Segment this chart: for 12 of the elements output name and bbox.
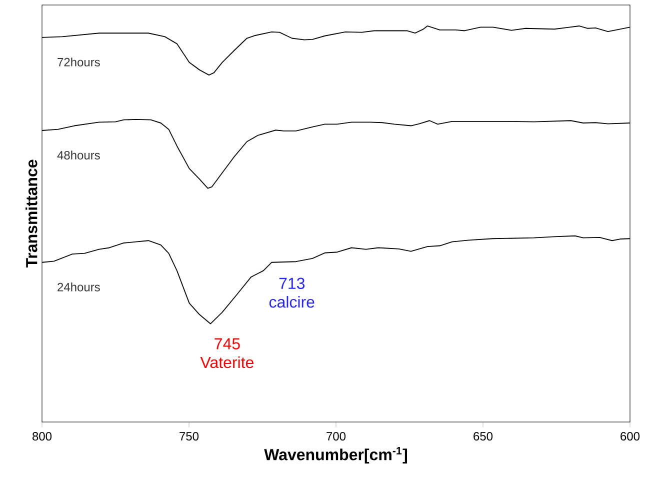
x-tick-label: 700 bbox=[326, 432, 346, 441]
x-tick-label: 600 bbox=[620, 432, 640, 441]
series-label: 72hours bbox=[58, 58, 100, 66]
annotation: 713 calcire bbox=[269, 278, 314, 308]
y-axis-title: Transmittance bbox=[26, 160, 38, 268]
series-label: 24hours bbox=[58, 282, 100, 292]
x-axis-title: Wavenumber[cm$^{-1}$] bbox=[264, 447, 407, 464]
x-tick-label: 800 bbox=[32, 432, 52, 441]
series-label: 48hours bbox=[57, 150, 100, 160]
x-tick-label: 650 bbox=[474, 432, 493, 441]
annotation: 745 Vaterite bbox=[200, 338, 254, 368]
x-tick-label: 750 bbox=[180, 432, 199, 441]
